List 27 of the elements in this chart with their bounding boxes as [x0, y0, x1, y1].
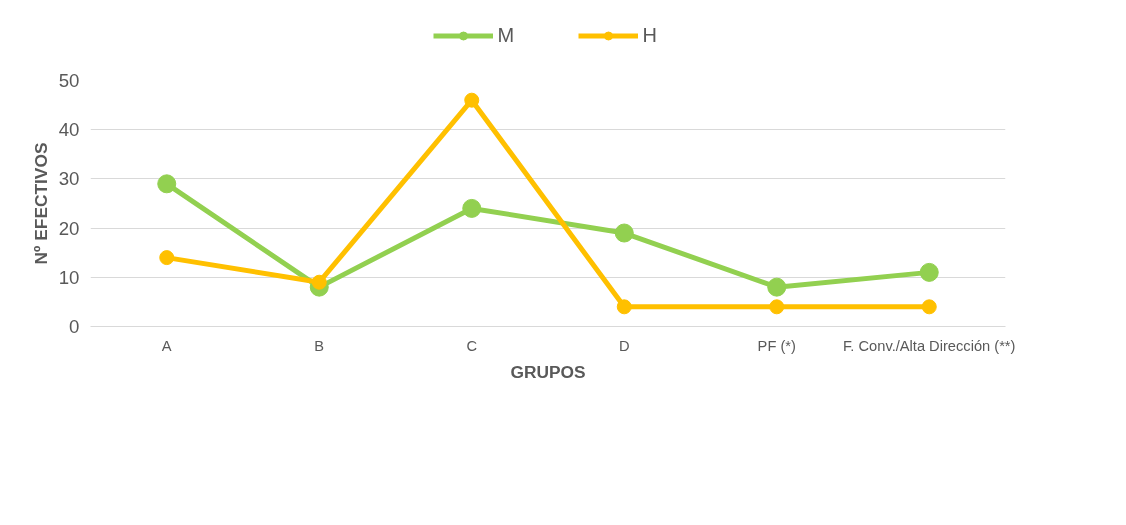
y-tick-label: 30	[58, 168, 80, 190]
point	[614, 223, 634, 243]
point	[464, 92, 480, 108]
legend-label: H	[642, 23, 658, 47]
point	[159, 250, 175, 266]
x-tick-label: D	[618, 337, 630, 354]
point	[616, 299, 632, 315]
y-tick-label: 10	[58, 266, 80, 288]
x-tick-label: PF (*)	[757, 337, 796, 354]
x-tick-label: B	[314, 337, 325, 354]
y-tick-label: 40	[58, 119, 80, 141]
x-axis-title: GRUPOS	[510, 361, 586, 382]
y-tick-label: 0	[69, 316, 80, 337]
point	[311, 274, 327, 290]
y-tick-label: 20	[58, 217, 80, 239]
y-axis-title: Nº EFECTIVOS	[30, 142, 51, 265]
y-tick-label: 50	[58, 70, 80, 91]
legend-label: M	[497, 23, 516, 47]
point	[767, 277, 787, 297]
point	[921, 299, 937, 315]
x-tick-label: F. Conv./Alta Dirección (**)	[843, 337, 1016, 354]
x-tick-label: A	[161, 337, 172, 354]
point	[157, 174, 177, 194]
point	[919, 262, 939, 282]
point	[462, 198, 482, 218]
point	[769, 299, 785, 315]
x-tick-label: C	[466, 337, 478, 354]
